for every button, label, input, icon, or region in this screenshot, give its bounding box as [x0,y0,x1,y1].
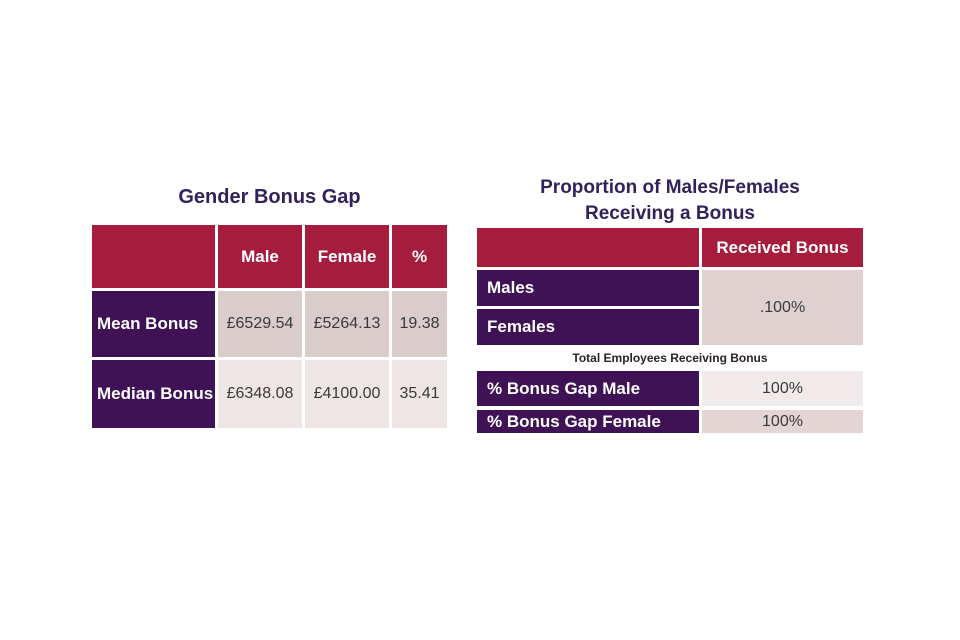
gender-bonus-gap-table: Male Female % Mean Bonus £6529.54 £5264.… [92,225,447,428]
header-cell-female: Female [305,225,389,288]
row-label-mean-bonus: Mean Bonus [92,291,215,357]
header-cell-male: Male [218,225,302,288]
cell-mean-bonus-female: £5264.13 [305,291,389,357]
proportion-bonus-title: Proportion of Males/Females Receiving a … [477,175,863,227]
cell-mean-bonus-male: £6529.54 [218,291,302,357]
row-label-median-bonus: Median Bonus [92,360,215,428]
cell-bonus-gap-male-value: 100% [702,371,863,406]
cell-received-bonus-merged: .100% [702,270,863,345]
gender-bonus-gap-title: Gender Bonus Gap [178,186,361,208]
proportion-bonus-title-line1: Proportion of Males/Females [540,177,800,198]
cell-median-bonus-percent: 35.41 [392,360,447,428]
cell-bonus-gap-female-value: 100% [702,410,863,433]
header-cell-corner [92,225,215,288]
row-label-bonus-gap-male: % Bonus Gap Male [477,371,699,406]
header-cell-received-bonus: Received Bonus [702,228,863,267]
bonus-gap-male-row: % Bonus Gap Male 100% [477,371,863,406]
cell-median-bonus-male: £6348.08 [218,360,302,428]
row-label-females: Females [477,309,699,345]
row-label-males: Males [477,270,699,306]
cell-mean-bonus-percent: 19.38 [392,291,447,357]
total-employees-caption: Total Employees Receiving Bonus [572,351,768,365]
row-label-bonus-gap-female: % Bonus Gap Female [477,410,699,433]
bonus-gap-female-row: % Bonus Gap Female 100% [477,410,863,433]
header-cell-empty [477,228,699,267]
cell-median-bonus-female: £4100.00 [305,360,389,428]
header-cell-percent: % [392,225,447,288]
proportion-table-body: Males .100% Females [477,270,863,345]
proportion-bonus-title-line2: Receiving a Bonus [585,203,755,224]
proportion-table-header: Received Bonus [477,228,863,267]
